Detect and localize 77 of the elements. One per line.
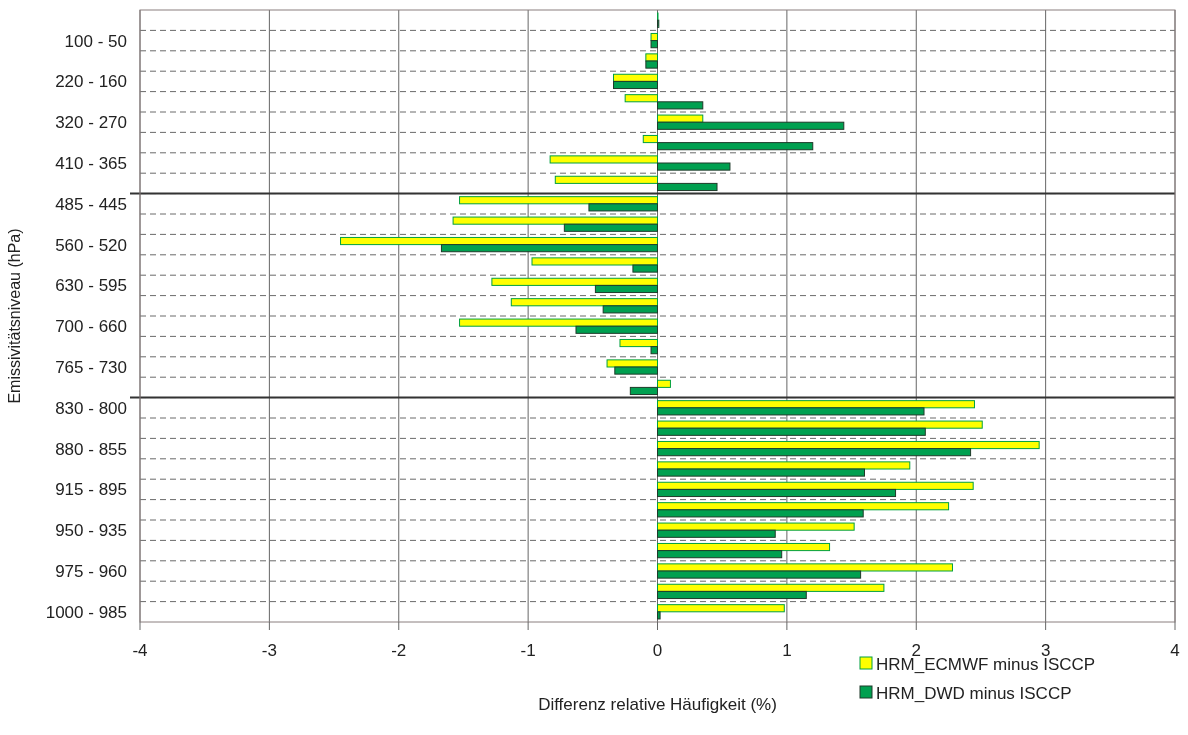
bar [657, 590, 807, 600]
bar [340, 236, 658, 246]
bar [602, 305, 658, 314]
bar [491, 277, 658, 286]
x-axis-title: Differenz relative Häufigkeit (%) [538, 695, 777, 714]
bar [594, 284, 658, 294]
y-tick-label: 975 - 960 [55, 561, 127, 581]
bar [657, 448, 972, 457]
y-tick-label: 485 - 445 [55, 194, 127, 214]
x-tick-label: -2 [391, 641, 407, 660]
bar [619, 338, 658, 348]
y-axis-title: Emissivitätsniveau (hPa) [6, 228, 23, 404]
bar [459, 318, 658, 327]
bar [657, 570, 862, 579]
bar [657, 101, 704, 110]
y-tick-label: 880 - 855 [55, 439, 127, 459]
x-tick-label: -3 [261, 641, 277, 660]
bar [657, 604, 785, 613]
bar [588, 203, 658, 212]
y-tick-label: 320 - 270 [55, 113, 127, 133]
y-tick-label: 410 - 365 [55, 153, 127, 173]
bar [606, 359, 658, 368]
bar [657, 427, 926, 436]
bar [657, 488, 897, 498]
bar [614, 366, 658, 375]
bar [657, 502, 950, 511]
bar [657, 468, 865, 477]
bar [563, 223, 658, 232]
bar [657, 420, 983, 429]
bar [657, 142, 814, 151]
legend-label: HRM_DWD minus ISCCP [876, 683, 1072, 703]
x-tick-label: -4 [132, 641, 148, 660]
bar [624, 94, 658, 103]
bar [575, 325, 658, 334]
bar [650, 32, 658, 42]
y-tick-label: 100 - 50 [64, 31, 127, 51]
bar [657, 121, 845, 130]
y-tick-label: 765 - 730 [55, 357, 127, 377]
bar [459, 196, 658, 205]
y-tick-label: 220 - 160 [55, 72, 127, 92]
bar [554, 175, 658, 184]
bar [657, 529, 776, 538]
y-tick-label: 830 - 800 [55, 398, 127, 418]
bar [657, 509, 864, 518]
bar [657, 522, 855, 531]
bar [657, 114, 704, 123]
x-tick-label: -1 [520, 641, 536, 660]
bar [440, 244, 658, 253]
bar [657, 563, 953, 572]
y-tick-label: 630 - 595 [55, 276, 127, 296]
bar [657, 461, 911, 470]
bar [510, 298, 658, 307]
y-tick-label: 915 - 895 [55, 480, 127, 500]
bar [650, 40, 658, 49]
bar [632, 264, 658, 273]
y-tick-label: 700 - 660 [55, 317, 127, 337]
bar [657, 182, 718, 192]
y-tick-label: 950 - 935 [55, 521, 127, 541]
bar [629, 386, 658, 396]
bar [613, 80, 658, 90]
bar [549, 155, 658, 164]
bar [657, 379, 671, 388]
bar [642, 134, 658, 144]
bar [657, 611, 661, 620]
bar [452, 216, 658, 225]
y-tick-label: 1000 - 985 [45, 602, 127, 622]
bar [657, 583, 885, 592]
bar [657, 407, 925, 416]
x-tick-label: 4 [1170, 641, 1180, 660]
bar [657, 162, 731, 171]
bar [657, 550, 783, 559]
bar [650, 346, 658, 355]
bar [531, 257, 658, 266]
bar [645, 60, 658, 69]
x-tick-label: 0 [652, 641, 663, 660]
x-tick-label: 1 [782, 641, 792, 660]
y-tick-label: 560 - 520 [55, 235, 127, 255]
